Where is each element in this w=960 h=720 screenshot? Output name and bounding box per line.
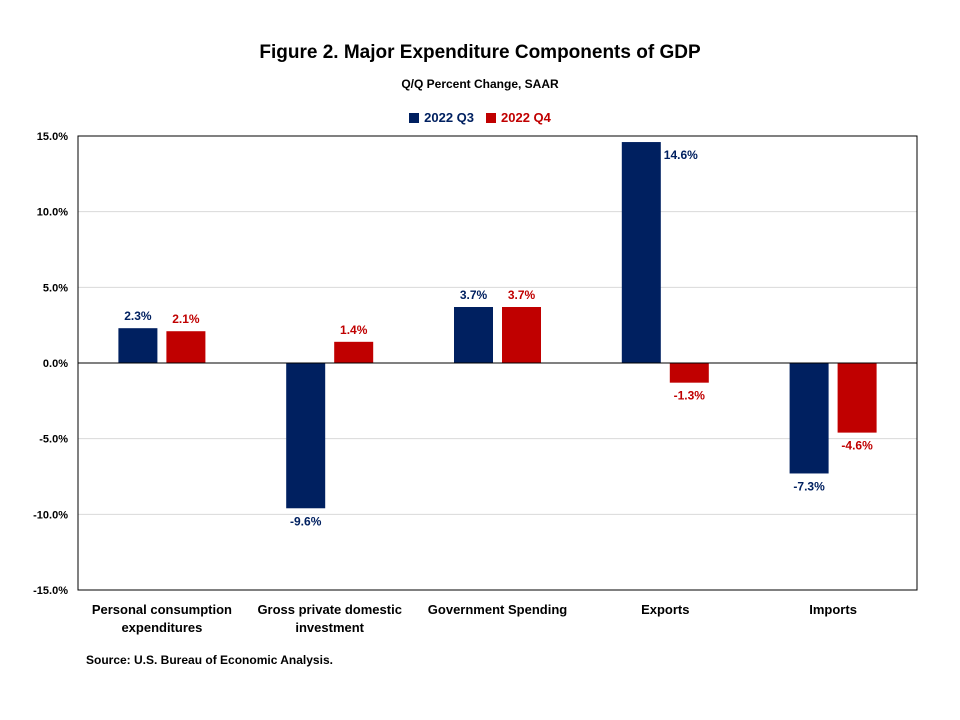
bar-q4	[837, 363, 877, 433]
bar-q3	[621, 142, 661, 363]
data-label-q3: -9.6%	[290, 514, 322, 528]
bar-q4	[334, 341, 374, 363]
legend-label-q4: 2022 Q4	[501, 110, 551, 125]
x-category-label: Government Spending	[428, 602, 567, 617]
data-label-q3: -7.3%	[793, 479, 825, 493]
y-tick-label: -15.0%	[33, 585, 68, 597]
bar-q3	[286, 363, 326, 509]
legend: 2022 Q3 2022 Q4	[0, 110, 960, 125]
chart-title: Figure 2. Major Expenditure Components o…	[259, 42, 701, 63]
data-label-q4: -1.3%	[674, 389, 706, 403]
bar-q4	[669, 363, 709, 383]
legend-swatch-q4	[486, 112, 496, 123]
data-label-q3: 3.7%	[460, 288, 488, 302]
legend-label-q3: 2022 Q3	[424, 110, 474, 125]
x-category-label: Exports	[641, 602, 689, 617]
y-tick-label: 0.0%	[43, 358, 68, 370]
bar-q3	[789, 363, 829, 474]
data-label-q4: 2.1%	[172, 312, 200, 326]
data-label-q4: -4.6%	[841, 439, 873, 453]
data-label-q3: 2.3%	[124, 309, 152, 323]
bar-q4	[166, 331, 206, 363]
x-category-label: Gross private domestic investment	[257, 602, 402, 635]
bar-q3	[454, 307, 493, 363]
data-label-q4: 1.4%	[340, 323, 368, 337]
x-category-label: Personal consumption expenditures	[92, 602, 232, 635]
y-tick-label: -10.0%	[33, 509, 68, 521]
bar-q3	[118, 328, 158, 363]
y-tick-label: 5.0%	[43, 282, 68, 294]
legend-item-q3: 2022 Q3	[409, 110, 474, 125]
chart-subtitle: Q/Q Percent Change, SAAR	[401, 77, 559, 91]
y-tick-label: -5.0%	[39, 434, 68, 446]
x-category-label: Imports	[809, 602, 857, 617]
data-label-q4: 3.7%	[508, 288, 536, 302]
legend-swatch-q3	[409, 112, 420, 123]
y-tick-label: 10.0%	[37, 207, 68, 219]
bar-q4	[502, 307, 541, 363]
legend-item-q4: 2022 Q4	[486, 110, 551, 125]
data-label-q3: 14.6%	[664, 148, 698, 162]
y-tick-label: 15.0%	[37, 131, 68, 143]
source-note: Source: U.S. Bureau of Economic Analysis…	[86, 653, 333, 667]
